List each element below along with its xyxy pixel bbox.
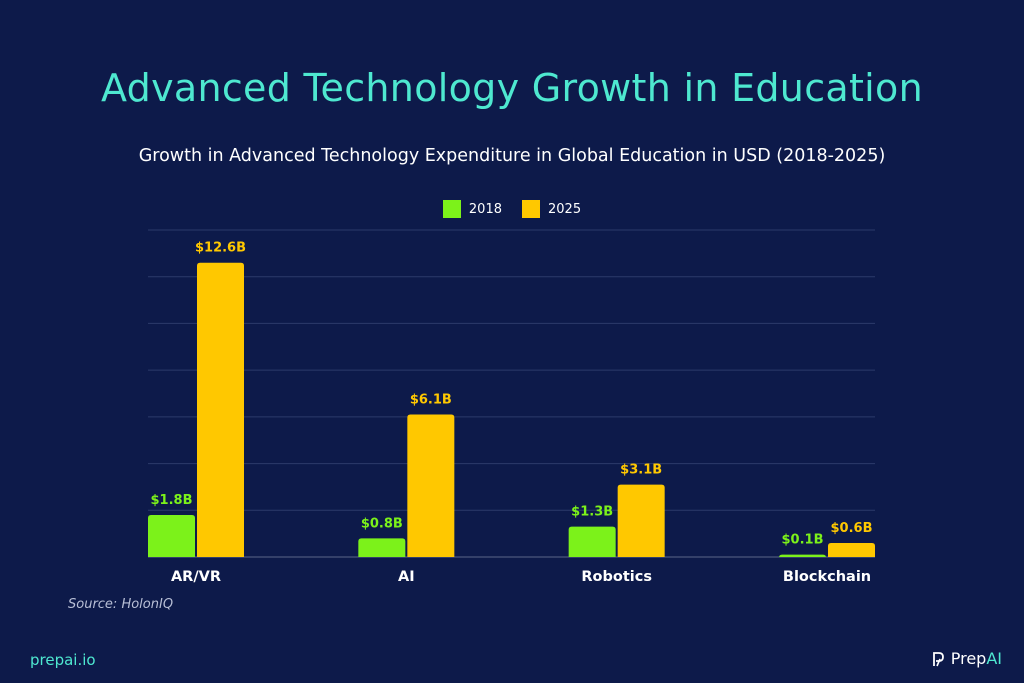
category-label: Blockchain [783, 569, 871, 585]
bar-2025-ar-vr [197, 262, 244, 557]
data-label: $1.8B [151, 493, 193, 508]
brand-name: PrepAI [951, 649, 1002, 668]
data-label: $6.1B [410, 393, 452, 408]
brand-name-ai: AI [986, 649, 1002, 668]
legend-swatch-2025 [522, 200, 540, 218]
bar-2025-blockchain [828, 542, 875, 557]
chart-legend: 2018 2025 [0, 200, 1024, 218]
legend-swatch-2018 [442, 200, 461, 218]
source-note: Source: HolonIQ [68, 597, 174, 612]
site-url[interactable]: prepai.io [30, 651, 96, 669]
bar-2025-robotics [617, 484, 665, 557]
bar-2025-ai [407, 414, 455, 557]
category-label: AR/VR [171, 569, 221, 585]
bar-2018-ai [358, 538, 406, 557]
data-label: $0.8B [361, 516, 403, 531]
bar-2018-ar-vr [148, 514, 195, 557]
data-label: $1.3B [571, 505, 613, 520]
data-label: $12.6B [195, 241, 246, 256]
category-label: AI [398, 569, 415, 585]
bar-2018-robotics [568, 526, 616, 557]
category-label: Robotics [581, 569, 652, 585]
chart-title: Advanced Technology Growth in Education [101, 66, 923, 110]
brand-name-prep: Prep [950, 649, 987, 668]
data-label: $0.6B [831, 521, 873, 536]
legend-label-2018: 2018 [468, 201, 502, 217]
bar-2018-blockchain [779, 554, 826, 558]
brand-logo: PrepAI [931, 649, 1002, 668]
legend-label-2025: 2025 [548, 201, 582, 217]
chart-subtitle: Growth in Advanced Technology Expenditur… [138, 146, 886, 166]
legend-item-2018: 2018 [442, 200, 502, 218]
legend-item-2025: 2025 [522, 200, 581, 218]
data-label: $3.1B [620, 463, 662, 478]
prepai-logo-icon [931, 651, 945, 667]
data-label: $0.1B [782, 533, 824, 548]
